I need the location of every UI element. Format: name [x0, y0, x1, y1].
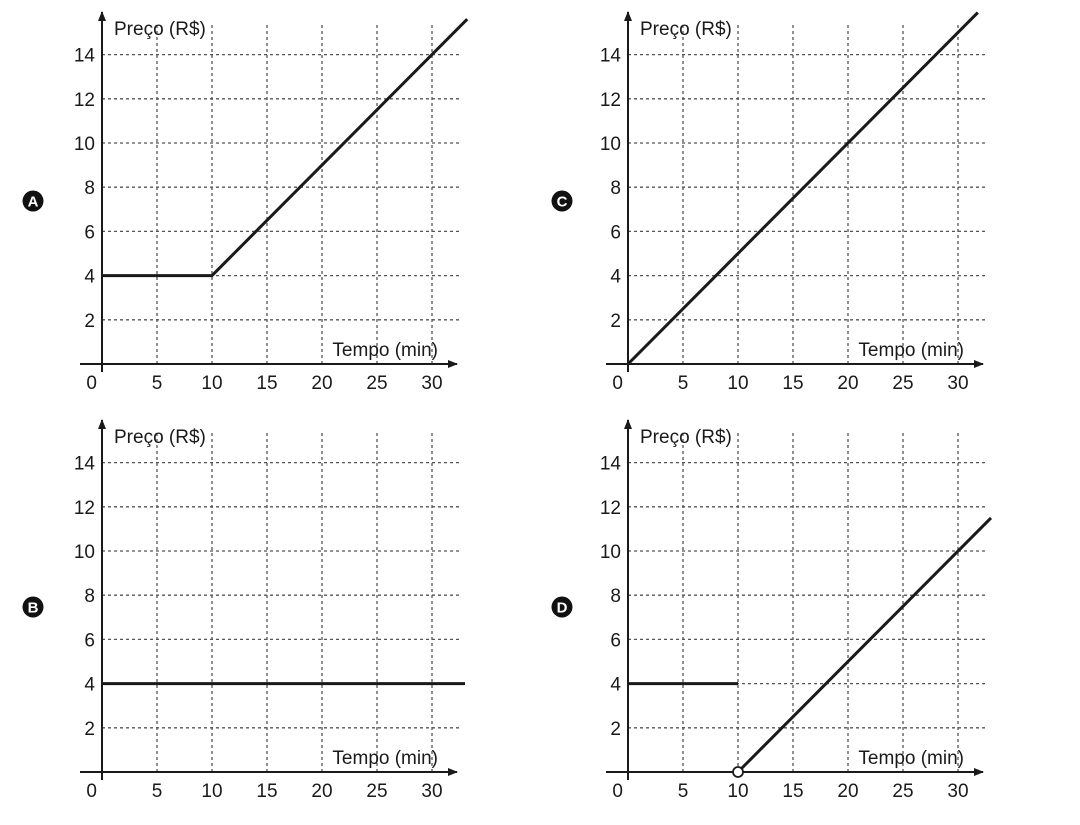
y-tick-label: 4 [610, 675, 621, 696]
x-tick-label: 10 [727, 373, 748, 394]
y-tick-label: 12 [600, 498, 621, 519]
y-axis-label: Preço (R$) [114, 19, 206, 40]
x-tick-label: 25 [366, 781, 387, 802]
y-tick-label: 14 [600, 454, 622, 475]
y-tick-label: 10 [74, 134, 95, 155]
origin-label: 0 [86, 373, 97, 394]
origin-label: 0 [612, 781, 623, 802]
x-tick-label: 15 [782, 781, 803, 802]
x-tick-label: 20 [311, 373, 332, 394]
x-tick-label: 10 [201, 373, 222, 394]
y-tick-label: 8 [610, 586, 621, 607]
option-letter: A [28, 194, 39, 211]
y-tick-label: 8 [84, 178, 95, 199]
y-tick-label: 8 [84, 586, 95, 607]
chart-panel-d: 5 10 15 20 25 30 2 4 6 8 10 12 14 0 Preço (R$) Tempo (m… [551, 419, 993, 802]
x-tick-label: 5 [678, 781, 689, 802]
y-tick-label: 6 [610, 222, 621, 243]
y-tick-label: 12 [74, 498, 95, 519]
x-tick-label: 30 [421, 373, 442, 394]
y-tick-label: 10 [600, 134, 621, 155]
y-tick-label: 4 [84, 675, 95, 696]
y-axis-label: Preço (R$) [640, 427, 732, 448]
y-tick-label: 4 [610, 267, 621, 288]
x-axis-label: Tempo (min) [858, 748, 964, 769]
y-tick-label: 14 [74, 454, 96, 475]
x-tick-label: 20 [837, 373, 858, 394]
chart-panel-c: 5 10 15 20 25 30 2 4 6 8 10 12 14 0 Preço (R$) Tempo (m… [551, 11, 986, 394]
x-tick-label: 30 [947, 781, 968, 802]
chart-panel-a: 5 10 15 20 25 30 2 4 6 8 10 12 14 0 Preço (R$) Tempo (m… [22, 11, 469, 394]
x-tick-label: 15 [256, 373, 277, 394]
x-tick-label: 5 [152, 373, 163, 394]
x-tick-label: 5 [678, 373, 689, 394]
x-tick-label: 10 [727, 781, 748, 802]
y-axis-label: Preço (R$) [640, 19, 732, 40]
series-line-preço [626, 11, 979, 366]
x-tick-label: 10 [201, 781, 222, 802]
origin-label: 0 [612, 373, 623, 394]
y-tick-label: 4 [84, 267, 95, 288]
x-tick-label: 30 [947, 373, 968, 394]
option-badge [551, 596, 573, 618]
series-line-preço [102, 18, 469, 278]
x-axis-label: Tempo (min) [332, 748, 438, 769]
x-tick-label: 20 [837, 781, 858, 802]
x-tick-label: 25 [892, 373, 913, 394]
origin-label: 0 [86, 781, 97, 802]
y-tick-label: 14 [74, 46, 96, 67]
y-axis-label: Preço (R$) [114, 427, 206, 448]
option-letter: D [557, 600, 568, 617]
option-badge [22, 190, 44, 212]
y-tick-label: 2 [610, 311, 621, 332]
x-tick-label: 25 [366, 373, 387, 394]
y-tick-label: 12 [600, 90, 621, 111]
option-letter: B [28, 600, 39, 617]
y-tick-label: 6 [84, 222, 95, 243]
y-tick-label: 2 [84, 311, 95, 332]
x-tick-label: 15 [256, 781, 277, 802]
series-line-preço-final [736, 516, 993, 774]
y-tick-label: 12 [74, 90, 95, 111]
x-axis-label: Tempo (min) [858, 340, 964, 361]
option-badge [551, 190, 573, 212]
x-tick-label: 15 [782, 373, 803, 394]
option-badge [22, 596, 44, 618]
chart-panel-b: 5 10 15 20 25 30 2 4 6 8 10 12 14 0 Preço (R$) Tempo (m… [22, 419, 465, 802]
x-tick-label: 30 [421, 781, 442, 802]
x-axis-label: Tempo (min) [332, 340, 438, 361]
open-point-marker [732, 766, 744, 778]
y-tick-label: 2 [84, 719, 95, 740]
x-tick-label: 25 [892, 781, 913, 802]
y-tick-label: 10 [74, 542, 95, 563]
y-tick-label: 2 [610, 719, 621, 740]
option-letter: C [557, 194, 568, 211]
y-tick-label: 14 [600, 46, 622, 67]
y-tick-label: 10 [600, 542, 621, 563]
x-tick-label: 5 [152, 781, 163, 802]
x-tick-label: 20 [311, 781, 332, 802]
y-tick-label: 6 [84, 630, 95, 651]
y-tick-label: 8 [610, 178, 621, 199]
y-tick-label: 6 [610, 630, 621, 651]
